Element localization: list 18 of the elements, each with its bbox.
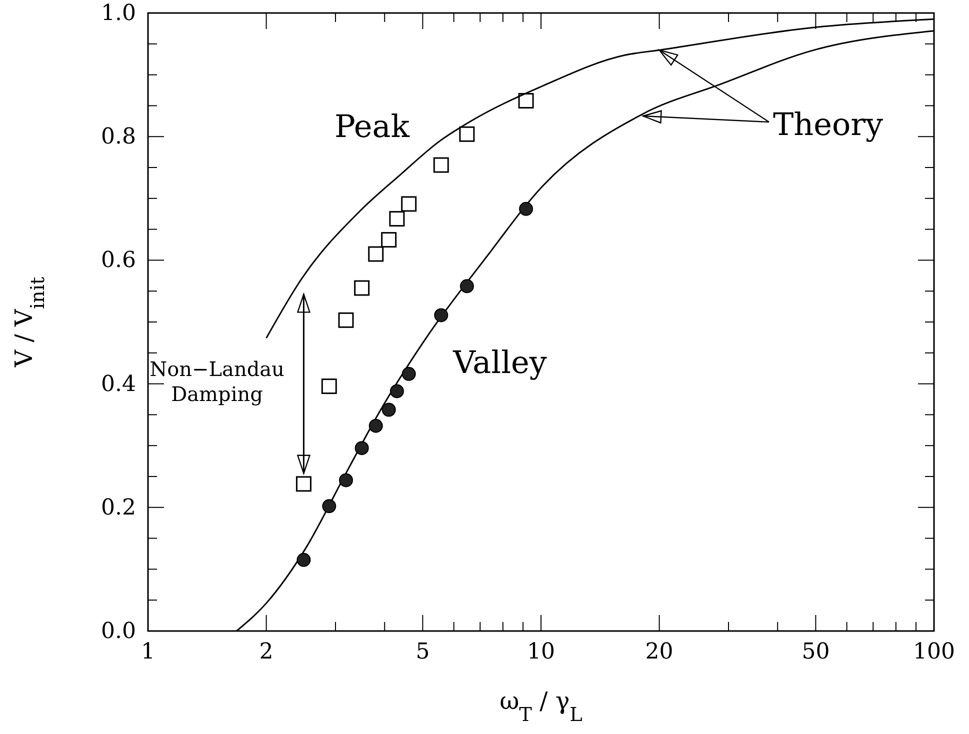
x-tick-label: 50 bbox=[802, 640, 830, 665]
x-tick-label: 5 bbox=[416, 640, 430, 665]
y-tick-label: 1.0 bbox=[101, 1, 136, 26]
y-tick-label: 0.0 bbox=[101, 619, 136, 644]
annotation: Valley bbox=[452, 345, 548, 381]
y-tick-label: 0.4 bbox=[101, 372, 136, 397]
x-tick-label: 2 bbox=[259, 640, 274, 665]
x-tick-label: 100 bbox=[913, 640, 955, 665]
annotation: Theory bbox=[773, 107, 884, 143]
x-tick-label: 1 bbox=[141, 640, 155, 665]
x-axis-title: ω$_{T}$ / γ$_{L}$ bbox=[500, 687, 583, 726]
x-tick-label: 20 bbox=[645, 640, 674, 665]
annotation: Peak bbox=[334, 109, 410, 145]
x-tick-label: 10 bbox=[527, 640, 555, 665]
annotation: Non−Landau Damping bbox=[150, 357, 285, 406]
y-tick-label: 0.2 bbox=[101, 495, 136, 520]
y-tick-label: 0.6 bbox=[101, 248, 136, 274]
y-tick-label: 0.8 bbox=[101, 124, 136, 150]
